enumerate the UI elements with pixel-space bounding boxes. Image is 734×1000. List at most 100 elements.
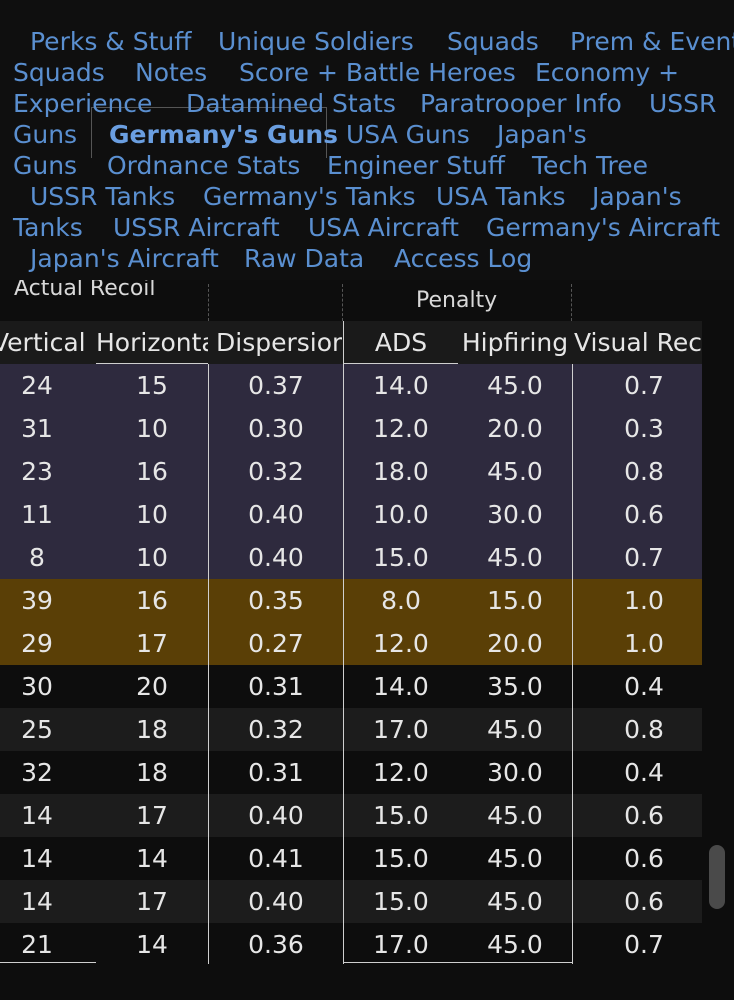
cell-visual-recoil[interactable]: 0.8 xyxy=(624,715,664,744)
cell-ads[interactable]: 17.0 xyxy=(373,715,429,744)
tab-japans-guns[interactable]: Guns xyxy=(13,151,78,180)
cell-ads[interactable]: 12.0 xyxy=(373,629,429,658)
cell-visual-recoil[interactable]: 0.7 xyxy=(624,930,664,959)
tab-usa-aircraft[interactable]: USA Aircraft xyxy=(308,213,459,242)
cell-dispersion[interactable]: 0.31 xyxy=(248,672,304,701)
cell-dispersion[interactable]: 0.36 xyxy=(248,930,304,959)
cell-dispersion[interactable]: 0.32 xyxy=(248,457,304,486)
vertical-scrollbar[interactable] xyxy=(709,845,725,909)
tab-ussr-guns[interactable]: Guns xyxy=(13,120,78,149)
tab-datamined-stats[interactable]: Datamined Stats xyxy=(186,89,396,118)
cell-horizontal[interactable]: 16 xyxy=(136,586,168,615)
cell-ads[interactable]: 14.0 xyxy=(373,371,429,400)
tab-japans-aircraft[interactable]: Japan's Aircraft xyxy=(30,244,219,273)
tab-paratrooper-info[interactable]: Paratrooper Info xyxy=(420,89,622,118)
cell-ads[interactable]: 8.0 xyxy=(381,586,421,615)
tab-score-battle-heroes[interactable]: Score + Battle Heroes xyxy=(239,58,516,87)
tab-tech-tree[interactable]: Tech Tree xyxy=(532,151,649,180)
tab-usa-tanks[interactable]: USA Tanks xyxy=(436,182,566,211)
tab-raw-data[interactable]: Raw Data xyxy=(244,244,365,273)
cell-visual-recoil[interactable]: 0.6 xyxy=(624,844,664,873)
cell-ads[interactable]: 12.0 xyxy=(373,758,429,787)
tab-germanys-tanks[interactable]: Germany's Tanks xyxy=(203,182,416,211)
cell-hipfiring[interactable]: 45.0 xyxy=(487,844,543,873)
cell-vertical[interactable]: 14 xyxy=(21,887,53,916)
cell-hipfiring[interactable]: 30.0 xyxy=(487,500,543,529)
cell-ads[interactable]: 15.0 xyxy=(373,543,429,572)
cell-horizontal[interactable]: 17 xyxy=(136,629,168,658)
cell-hipfiring[interactable]: 45.0 xyxy=(487,457,543,486)
cell-hipfiring[interactable]: 45.0 xyxy=(487,715,543,744)
tab-germanys-aircraft[interactable]: Germany's Aircraft xyxy=(486,213,721,242)
cell-dispersion[interactable]: 0.40 xyxy=(248,543,304,572)
cell-horizontal[interactable]: 10 xyxy=(136,414,168,443)
cell-horizontal[interactable]: 20 xyxy=(136,672,168,701)
tab-economy-experience[interactable]: Experience xyxy=(13,89,153,118)
tab-ussr-guns[interactable]: USSR xyxy=(649,89,717,118)
cell-hipfiring[interactable]: 30.0 xyxy=(487,758,543,787)
cell-horizontal[interactable]: 10 xyxy=(136,543,168,572)
col-header-vertical[interactable]: Vertical xyxy=(0,328,86,357)
cell-dispersion[interactable]: 0.40 xyxy=(248,801,304,830)
tab-japans-tanks[interactable]: Japan's xyxy=(592,182,682,211)
tab-ussr-aircraft[interactable]: USSR Aircraft xyxy=(113,213,280,242)
cell-vertical[interactable]: 25 xyxy=(21,715,53,744)
cell-ads[interactable]: 18.0 xyxy=(373,457,429,486)
tab-unique-soldiers[interactable]: Unique Soldiers xyxy=(218,27,414,56)
cell-dispersion[interactable]: 0.41 xyxy=(248,844,304,873)
cell-ads[interactable]: 15.0 xyxy=(373,844,429,873)
cell-vertical[interactable]: 31 xyxy=(21,414,53,443)
cell-dispersion[interactable]: 0.35 xyxy=(248,586,304,615)
col-header-visual-recoil[interactable]: Visual Recoil xyxy=(574,328,702,357)
cell-vertical[interactable]: 30 xyxy=(21,672,53,701)
cell-vertical[interactable]: 14 xyxy=(21,844,53,873)
cell-visual-recoil[interactable]: 0.7 xyxy=(624,543,664,572)
cell-horizontal[interactable]: 15 xyxy=(136,371,168,400)
cell-dispersion[interactable]: 0.30 xyxy=(248,414,304,443)
tab-prem-event-squads[interactable]: Prem & Event xyxy=(570,27,734,56)
cell-dispersion[interactable]: 0.37 xyxy=(248,371,304,400)
cell-vertical[interactable]: 14 xyxy=(21,801,53,830)
cell-hipfiring[interactable]: 45.0 xyxy=(487,371,543,400)
cell-ads[interactable]: 10.0 xyxy=(373,500,429,529)
tab-japans-tanks[interactable]: Tanks xyxy=(13,213,83,242)
col-header-ads[interactable]: ADS xyxy=(374,328,428,357)
cell-visual-recoil[interactable]: 0.7 xyxy=(624,371,664,400)
cell-hipfiring[interactable]: 35.0 xyxy=(487,672,543,701)
cell-hipfiring[interactable]: 20.0 xyxy=(487,414,543,443)
cell-vertical[interactable]: 29 xyxy=(21,629,53,658)
cell-horizontal[interactable]: 17 xyxy=(136,887,168,916)
cell-vertical[interactable]: 39 xyxy=(21,586,53,615)
cell-dispersion[interactable]: 0.27 xyxy=(248,629,304,658)
tab-perks-stuff[interactable]: Perks & Stuff xyxy=(30,27,192,56)
cell-horizontal[interactable]: 18 xyxy=(136,758,168,787)
cell-visual-recoil[interactable]: 1.0 xyxy=(624,629,664,658)
cell-vertical[interactable]: 24 xyxy=(21,371,53,400)
cell-horizontal[interactable]: 16 xyxy=(136,457,168,486)
cell-horizontal[interactable]: 10 xyxy=(136,500,168,529)
cell-hipfiring[interactable]: 15.0 xyxy=(487,586,543,615)
cell-ads[interactable]: 15.0 xyxy=(373,801,429,830)
cell-visual-recoil[interactable]: 0.4 xyxy=(624,758,664,787)
cell-visual-recoil[interactable]: 0.6 xyxy=(624,801,664,830)
tab-ussr-tanks[interactable]: USSR Tanks xyxy=(30,182,176,211)
cell-vertical[interactable]: 32 xyxy=(21,758,53,787)
tab-prem-event-squads[interactable]: Squads xyxy=(13,58,105,87)
tab-japans-guns[interactable]: Japan's xyxy=(497,120,587,149)
col-header-dispersion[interactable]: Dispersion xyxy=(216,328,342,357)
tab-engineer-stuff[interactable]: Engineer Stuff xyxy=(327,151,506,180)
cell-ads[interactable]: 14.0 xyxy=(373,672,429,701)
cell-horizontal[interactable]: 17 xyxy=(136,801,168,830)
cell-dispersion[interactable]: 0.40 xyxy=(248,887,304,916)
cell-visual-recoil[interactable]: 1.0 xyxy=(624,586,664,615)
tab-germanys-guns[interactable]: Germany's Guns xyxy=(109,120,339,149)
cell-vertical[interactable]: 23 xyxy=(21,457,53,486)
cell-dispersion[interactable]: 0.31 xyxy=(248,758,304,787)
tab-access-log[interactable]: Access Log xyxy=(394,244,533,273)
cell-hipfiring[interactable]: 45.0 xyxy=(487,801,543,830)
cell-hipfiring[interactable]: 45.0 xyxy=(487,543,543,572)
cell-vertical[interactable]: 8 xyxy=(29,543,45,572)
cell-vertical[interactable]: 21 xyxy=(21,930,53,959)
cell-hipfiring[interactable]: 45.0 xyxy=(487,930,543,959)
tab-economy-experience[interactable]: Economy + xyxy=(535,58,680,87)
